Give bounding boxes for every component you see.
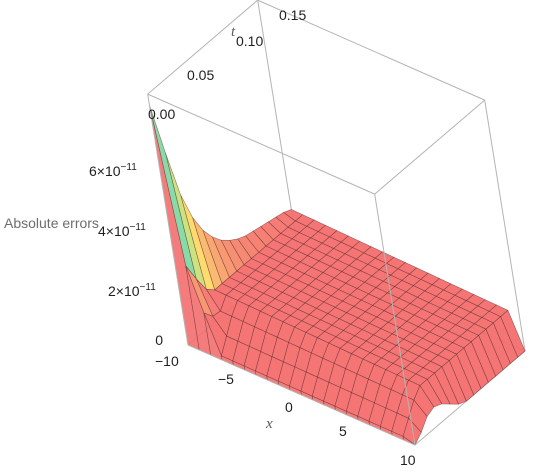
z-axis: 0 2×10−11 4×10−11 6×10−11 Absolute error… [4,162,163,348]
z-tick-label: 0 [155,332,163,348]
plot-box-front [147,93,486,446]
x-tick-label: 5 [339,423,347,439]
x-tick-label: 0 [285,399,293,415]
x-tick-label: 10 [400,452,416,468]
z-axis-title: Absolute errors [4,215,99,231]
x-axis: −10 −5 0 5 10 x [155,353,416,468]
z-tick-label: 6×10−11 [89,162,137,179]
t-axis-title: t [231,24,236,40]
z-tick-label: 2×10−11 [108,282,156,299]
t-tick-label: 0.05 [187,67,214,83]
error-surface [149,104,526,446]
x-axis-title: x [265,416,273,432]
x-tick-label: −10 [155,353,179,369]
t-tick-label: 0.15 [279,7,306,23]
z-tick-label: 4×10−11 [98,222,146,239]
t-tick-label: 0.00 [148,106,175,122]
t-tick-label: 0.10 [236,33,263,49]
t-axis: 0.00 0.05 0.10 0.15 t [148,7,306,122]
x-tick-label: −5 [218,371,234,387]
